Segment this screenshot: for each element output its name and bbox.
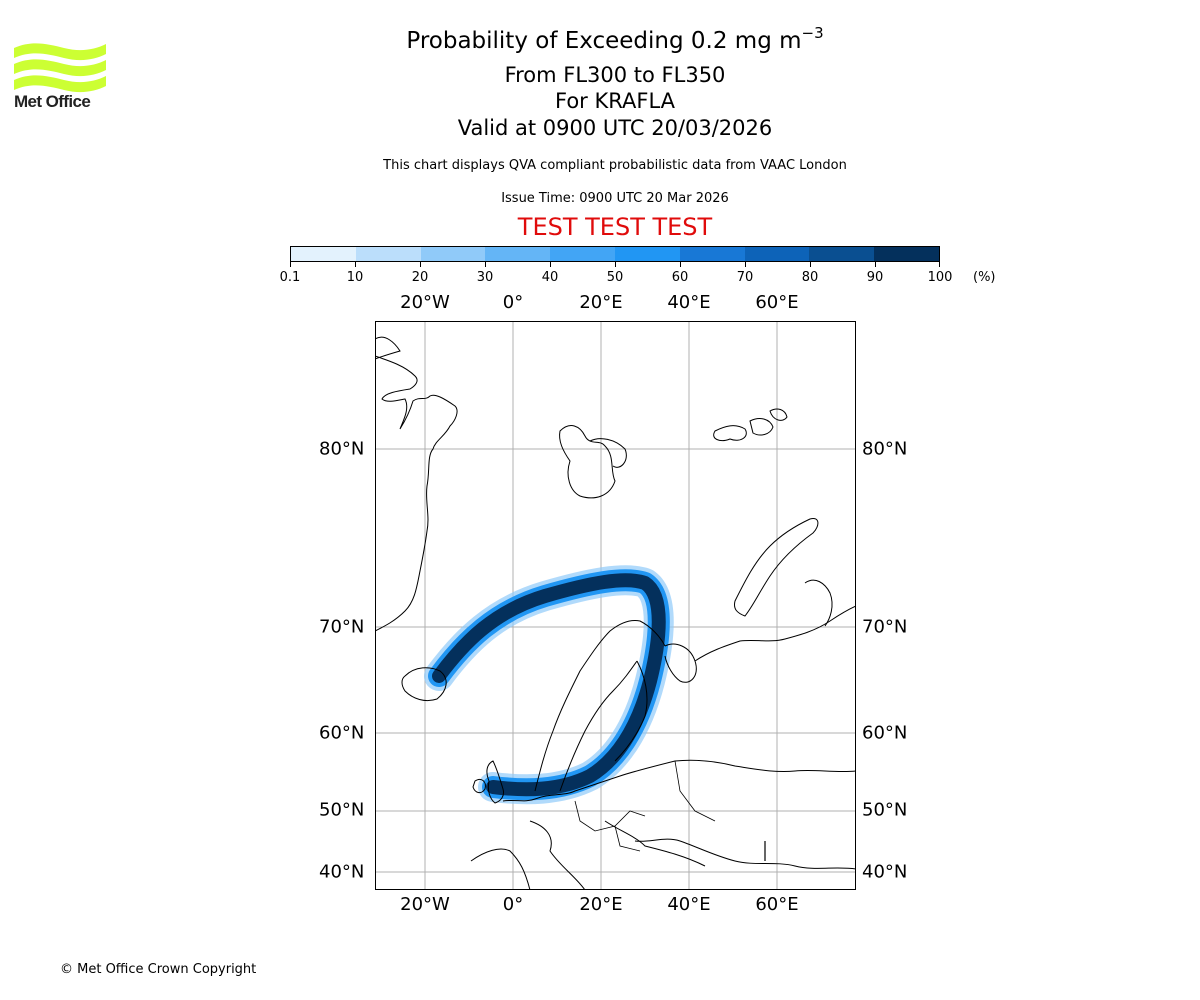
lat-label-right: 60°N bbox=[862, 722, 908, 744]
colorbar-segment-20-30 bbox=[420, 247, 486, 261]
colorbar-tick bbox=[550, 262, 551, 267]
lon-label-bottom: 60°E bbox=[755, 894, 799, 915]
colorbar-tick bbox=[420, 262, 421, 267]
title-superscript: −3 bbox=[801, 24, 824, 42]
lat-label-right: 50°N bbox=[862, 799, 908, 821]
lon-label-top: 20°W bbox=[400, 292, 450, 313]
colorbar-label: 20 bbox=[411, 270, 429, 285]
coastlines bbox=[375, 336, 856, 890]
lon-label-bottom: 20°W bbox=[400, 894, 450, 915]
lat-label-left: 60°N bbox=[319, 722, 365, 744]
colorbar-segment-50-60 bbox=[614, 247, 680, 261]
gridlines bbox=[375, 321, 856, 890]
colorbar-tick bbox=[615, 262, 616, 267]
lon-label-top: 20°E bbox=[579, 292, 623, 313]
colorbar-segment-40-50 bbox=[550, 247, 615, 261]
issue-time: Issue Time: 0900 UTC 20 Mar 2026 bbox=[501, 191, 729, 206]
probability-colorbar bbox=[290, 246, 940, 262]
lon-label-top: 40°E bbox=[667, 292, 711, 313]
colorbar-tick bbox=[290, 262, 291, 267]
colorbar-tick bbox=[939, 262, 940, 267]
colorbar-segment-60-70 bbox=[679, 247, 745, 261]
colorbar-label: 60 bbox=[671, 270, 689, 285]
colorbar-segment-10-20 bbox=[355, 247, 421, 261]
logo-text: Met Office bbox=[14, 92, 91, 111]
lat-label-left: 40°N bbox=[319, 861, 365, 883]
colorbar-segment-80-90 bbox=[809, 247, 875, 261]
colorbar-segment-90-100 bbox=[874, 247, 939, 261]
lat-label-right: 70°N bbox=[862, 616, 908, 638]
lat-label-right: 40°N bbox=[862, 861, 908, 883]
colorbar-tick bbox=[745, 262, 746, 267]
title-main-text: Probability of Exceeding 0.2 mg m bbox=[406, 28, 802, 54]
colorbar-label: 0.1 bbox=[279, 270, 301, 285]
colorbar-label: 100 bbox=[927, 270, 953, 285]
colorbar-tick bbox=[485, 262, 486, 267]
test-banner: TEST TEST TEST bbox=[517, 213, 713, 241]
lat-label-right: 80°N bbox=[862, 438, 908, 460]
colorbar-label: 50 bbox=[606, 270, 624, 285]
lon-label-bottom: 0° bbox=[502, 894, 524, 915]
colorbar-segment-0-10 bbox=[291, 247, 356, 261]
volcano-name: For KRAFLA bbox=[555, 89, 675, 113]
colorbar-tick bbox=[875, 262, 876, 267]
lat-label-left: 50°N bbox=[319, 799, 365, 821]
chart-description: This chart displays QVA compliant probab… bbox=[383, 158, 847, 173]
met-office-logo-icon bbox=[14, 43, 106, 93]
colorbar-segment-30-40 bbox=[485, 247, 551, 261]
colorbar-label: 40 bbox=[541, 270, 559, 285]
lon-label-bottom: 20°E bbox=[579, 894, 623, 915]
lat-label-left: 70°N bbox=[319, 616, 365, 638]
colorbar-label: 90 bbox=[866, 270, 884, 285]
colorbar-label: 10 bbox=[346, 270, 364, 285]
lon-label-bottom: 40°E bbox=[667, 894, 711, 915]
colorbar-tick bbox=[810, 262, 811, 267]
colorbar-label: 30 bbox=[476, 270, 494, 285]
colorbar-label: 80 bbox=[801, 270, 819, 285]
colorbar-segment-70-80 bbox=[744, 247, 810, 261]
colorbar-unit: (%) bbox=[973, 270, 996, 285]
colorbar-tick bbox=[355, 262, 356, 267]
valid-time: Valid at 0900 UTC 20/03/2026 bbox=[457, 116, 773, 140]
copyright-notice: © Met Office Crown Copyright bbox=[60, 962, 257, 977]
colorbar-tick bbox=[680, 262, 681, 267]
lat-label-left: 80°N bbox=[319, 438, 365, 460]
lon-label-top: 60°E bbox=[755, 292, 799, 313]
ash-plume bbox=[424, 565, 674, 805]
flight-level-range: From FL300 to FL350 bbox=[504, 63, 726, 87]
map-border bbox=[375, 321, 856, 890]
map-area bbox=[375, 321, 856, 890]
chart-title: Probability of Exceeding 0.2 mg m−3 bbox=[0, 26, 1200, 55]
lon-label-top: 0° bbox=[502, 292, 524, 313]
colorbar-label: 70 bbox=[736, 270, 754, 285]
